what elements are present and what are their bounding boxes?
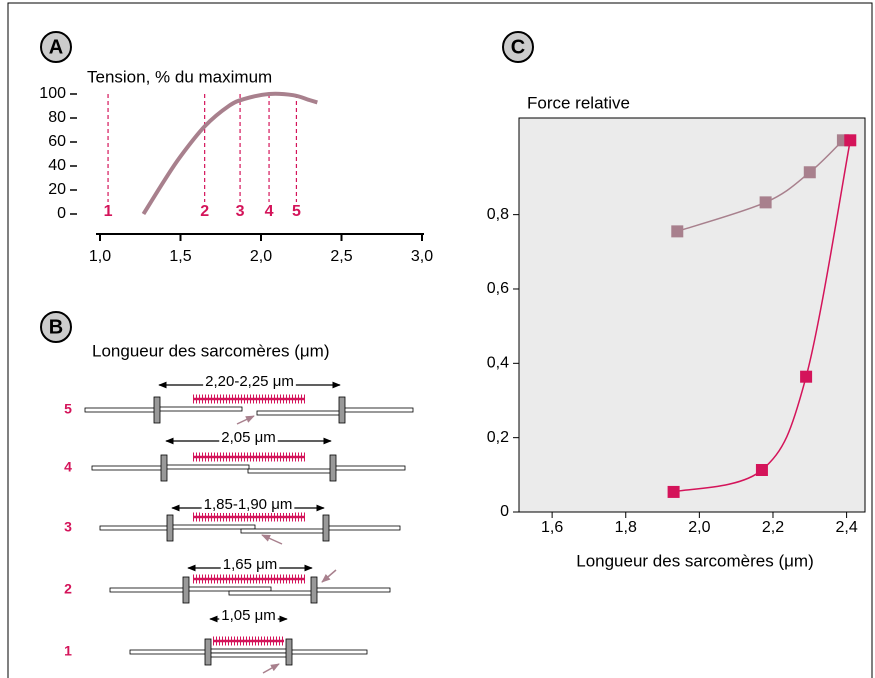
z-line bbox=[167, 515, 173, 541]
length-label: 2,05 μm bbox=[221, 429, 276, 446]
x-tick-label: 1,5 bbox=[169, 248, 191, 265]
marker-label: 1 bbox=[104, 203, 113, 220]
y-axis-title: Tension, % du maximum bbox=[87, 67, 272, 86]
data-point bbox=[671, 225, 683, 237]
marker-label: 3 bbox=[236, 203, 245, 220]
x-tick-label: 2,2 bbox=[762, 519, 784, 536]
z-line bbox=[339, 397, 345, 423]
y-tick-label: 100 bbox=[39, 85, 66, 102]
length-label: 2,20-2,25 μm bbox=[205, 373, 294, 390]
thin-filament bbox=[326, 526, 400, 530]
thin-filament bbox=[257, 411, 342, 415]
z-line bbox=[205, 639, 211, 665]
thin-filament bbox=[85, 408, 157, 412]
data-point bbox=[844, 134, 856, 146]
marker-label: 5 bbox=[292, 203, 301, 220]
length-label: 1,65 μm bbox=[223, 556, 278, 573]
marker-label: 2 bbox=[200, 203, 209, 220]
marker-label: 4 bbox=[265, 203, 274, 220]
thin-filament bbox=[314, 588, 390, 592]
data-point bbox=[800, 371, 812, 383]
x-tick-label: 1,6 bbox=[541, 519, 563, 536]
row-label: 3 bbox=[64, 519, 72, 535]
row-label: 4 bbox=[64, 459, 72, 475]
x-tick-label: 3,0 bbox=[411, 248, 433, 265]
length-label: 1,05 μm bbox=[221, 607, 276, 624]
x-axis-title: Longueur des sarcomères (μm) bbox=[576, 551, 814, 570]
slide-arrow bbox=[237, 416, 254, 424]
slide-arrow bbox=[262, 535, 282, 544]
thin-filament bbox=[100, 526, 170, 530]
data-point bbox=[668, 486, 680, 498]
x-tick-label: 2,0 bbox=[250, 248, 272, 265]
row-label: 2 bbox=[64, 581, 72, 597]
x-tick-label: 1,0 bbox=[89, 248, 111, 265]
thin-filament bbox=[110, 588, 186, 592]
data-point bbox=[804, 166, 816, 178]
thin-filament bbox=[186, 587, 271, 591]
panel-label: B bbox=[49, 316, 63, 338]
thin-filament bbox=[241, 529, 326, 533]
z-line bbox=[183, 577, 189, 603]
data-point bbox=[760, 196, 772, 208]
thin-filament bbox=[170, 525, 255, 529]
slide-arrow bbox=[263, 664, 279, 673]
y-tick-label: 0,8 bbox=[487, 206, 509, 223]
z-line bbox=[330, 455, 336, 481]
thin-filament bbox=[92, 466, 164, 470]
y-tick-label: 40 bbox=[48, 157, 66, 174]
row-label: 5 bbox=[64, 401, 72, 417]
thin-filament bbox=[157, 407, 242, 411]
panel-label: C bbox=[511, 36, 525, 58]
thin-filament bbox=[333, 466, 405, 470]
thin-filament bbox=[342, 408, 413, 412]
z-line bbox=[286, 639, 292, 665]
y-tick-label: 0 bbox=[500, 503, 509, 520]
y-tick-label: 80 bbox=[48, 109, 66, 126]
y-tick-label: 0,6 bbox=[487, 280, 509, 297]
thin-filament bbox=[208, 649, 289, 653]
y-tick-label: 0,4 bbox=[487, 355, 509, 372]
y-tick-label: 0 bbox=[57, 205, 66, 222]
y-tick-label: 0,2 bbox=[487, 429, 509, 446]
diagram-title: Longueur des sarcomères (μm) bbox=[92, 341, 330, 360]
thin-filament bbox=[130, 650, 208, 654]
figure: A B C Tension, % du maximum Longueur des… bbox=[0, 0, 875, 678]
thin-filament bbox=[289, 650, 367, 654]
x-tick-label: 2,4 bbox=[835, 519, 857, 536]
panel-label: A bbox=[49, 36, 63, 58]
y-tick-label: 60 bbox=[48, 133, 66, 150]
x-tick-label: 2,0 bbox=[688, 519, 710, 536]
z-line bbox=[154, 397, 160, 423]
x-tick-label: 2,5 bbox=[330, 248, 352, 265]
length-label: 1,85-1,90 μm bbox=[204, 496, 293, 513]
z-line bbox=[323, 515, 329, 541]
data-line bbox=[143, 94, 317, 214]
slide-arrow bbox=[322, 570, 336, 582]
row-label: 1 bbox=[64, 643, 72, 659]
x-tick-label: 1,8 bbox=[615, 519, 637, 536]
thin-filament bbox=[248, 469, 333, 473]
z-line bbox=[161, 455, 167, 481]
data-point bbox=[756, 464, 768, 476]
y-tick-label: 20 bbox=[48, 181, 66, 198]
thin-filament bbox=[164, 465, 249, 469]
thin-filament bbox=[208, 653, 289, 657]
z-line bbox=[311, 577, 317, 603]
thin-filament bbox=[229, 591, 314, 595]
y-axis-title: Force relative bbox=[527, 93, 630, 112]
